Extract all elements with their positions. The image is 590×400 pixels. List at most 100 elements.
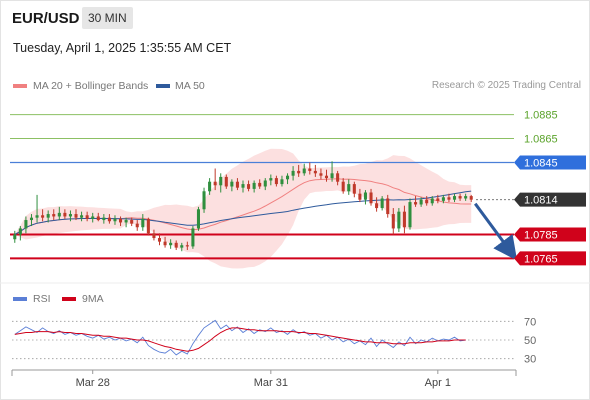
- candle-body: [391, 214, 395, 229]
- candle-body: [191, 228, 195, 247]
- candle-body: [258, 182, 262, 187]
- candle-body: [52, 214, 56, 217]
- candle-body: [163, 241, 167, 246]
- candle-body: [436, 198, 440, 201]
- candle-body: [380, 198, 384, 209]
- candle-body: [358, 193, 362, 200]
- candle-body: [414, 202, 418, 205]
- rsi-legend-swatch: [13, 297, 27, 301]
- candle-body: [180, 245, 184, 248]
- candle-body: [430, 198, 434, 204]
- candle-body: [13, 234, 17, 240]
- timeframe-badge[interactable]: 30 MIN: [82, 7, 133, 29]
- candle-body: [386, 198, 390, 215]
- candle-body: [35, 215, 39, 218]
- candle-body: [352, 184, 356, 194]
- price-label-0: 1.0885: [524, 110, 558, 122]
- x-tick-label: Apr 1: [425, 377, 451, 389]
- candle-body: [29, 217, 34, 221]
- candle-body: [302, 168, 306, 174]
- candle-body: [102, 217, 106, 221]
- candle-body: [224, 176, 228, 187]
- rsi-legend-label: RSI: [33, 293, 51, 305]
- candle-body: [419, 199, 423, 205]
- candle-body: [375, 203, 379, 209]
- candle-body: [219, 176, 223, 186]
- candle-body: [247, 184, 251, 189]
- candle-body: [469, 196, 473, 200]
- ma50-line: [14, 190, 472, 235]
- candle-body: [196, 209, 201, 229]
- candle-body: [202, 191, 206, 210]
- candle-body: [41, 215, 45, 218]
- candle-body: [124, 220, 128, 223]
- candle-body: [130, 220, 134, 224]
- candle-body: [408, 202, 412, 228]
- candle-body: [397, 211, 401, 229]
- candle-body: [230, 181, 234, 187]
- candle-body: [324, 175, 329, 179]
- candle-body: [252, 182, 256, 189]
- candle-body: [152, 233, 156, 239]
- candle-body: [280, 179, 284, 185]
- credit-text: Research © 2025 Trading Central: [431, 80, 581, 91]
- candle-body: [174, 242, 178, 248]
- candle-body: [141, 218, 145, 228]
- x-tick-label: Mar 28: [76, 377, 110, 389]
- candle-body: [107, 217, 111, 222]
- candle-body: [291, 170, 295, 176]
- candle-body: [319, 173, 323, 176]
- candle-body: [85, 215, 89, 219]
- candles-group: [13, 161, 473, 252]
- candle-body: [336, 173, 340, 182]
- candle-body: [313, 170, 317, 174]
- candle-body: [363, 192, 367, 200]
- candle-body: [18, 228, 22, 235]
- candle-body: [208, 181, 212, 192]
- candle-body: [113, 218, 117, 222]
- candle-body: [96, 216, 100, 221]
- x-tick-label: Mar 31: [254, 377, 288, 389]
- candle-body: [135, 223, 139, 228]
- candle-body: [119, 218, 123, 223]
- 9ma-legend-label: 9MA: [82, 293, 104, 305]
- timestamp: Tuesday, April 1, 2025 1:35:55 AM CET: [13, 41, 232, 55]
- rsi-tick-label-50: 50: [524, 335, 536, 347]
- projection-arrow: [474, 202, 518, 261]
- ma50-legend-label: MA 50: [175, 80, 205, 92]
- candle-body: [330, 173, 334, 179]
- candle-body: [447, 197, 451, 200]
- candle-body: [57, 212, 61, 217]
- candle-body: [308, 168, 312, 171]
- candle-body: [146, 218, 150, 234]
- rsi-tick-label-70: 70: [524, 316, 536, 328]
- candle-body: [213, 181, 217, 186]
- rsi-9ma-line: [14, 327, 466, 352]
- candle-body: [80, 215, 84, 218]
- candle-body: [464, 196, 468, 199]
- candle-body: [169, 242, 173, 246]
- candle-body: [274, 178, 278, 185]
- candle-body: [74, 214, 78, 218]
- candle-body: [285, 175, 290, 180]
- price-label-1: 1.0865: [524, 134, 558, 146]
- price-label-2: 1.0845: [524, 158, 558, 170]
- candle-body: [157, 238, 162, 242]
- candle-body: [269, 178, 273, 181]
- ma20-legend-label: MA 20 + Bollinger Bands: [33, 80, 149, 92]
- price-tag-bg-3: [514, 192, 586, 207]
- candle-body: [347, 184, 351, 192]
- candle-body: [46, 214, 50, 218]
- candle-body: [91, 216, 95, 219]
- symbol-title: EUR/USD: [12, 10, 80, 27]
- candle-body: [452, 196, 457, 200]
- price-tag-bg-5: [514, 251, 586, 266]
- candle-body: [235, 181, 239, 188]
- price-label-5: 1.0765: [524, 253, 558, 265]
- candle-body: [241, 184, 245, 188]
- 9ma-legend-swatch: [62, 297, 76, 301]
- price-tag-bg-2: [514, 155, 586, 170]
- price-label-4: 1.0785: [524, 229, 558, 241]
- candle-body: [185, 245, 189, 247]
- candle-body: [402, 211, 406, 228]
